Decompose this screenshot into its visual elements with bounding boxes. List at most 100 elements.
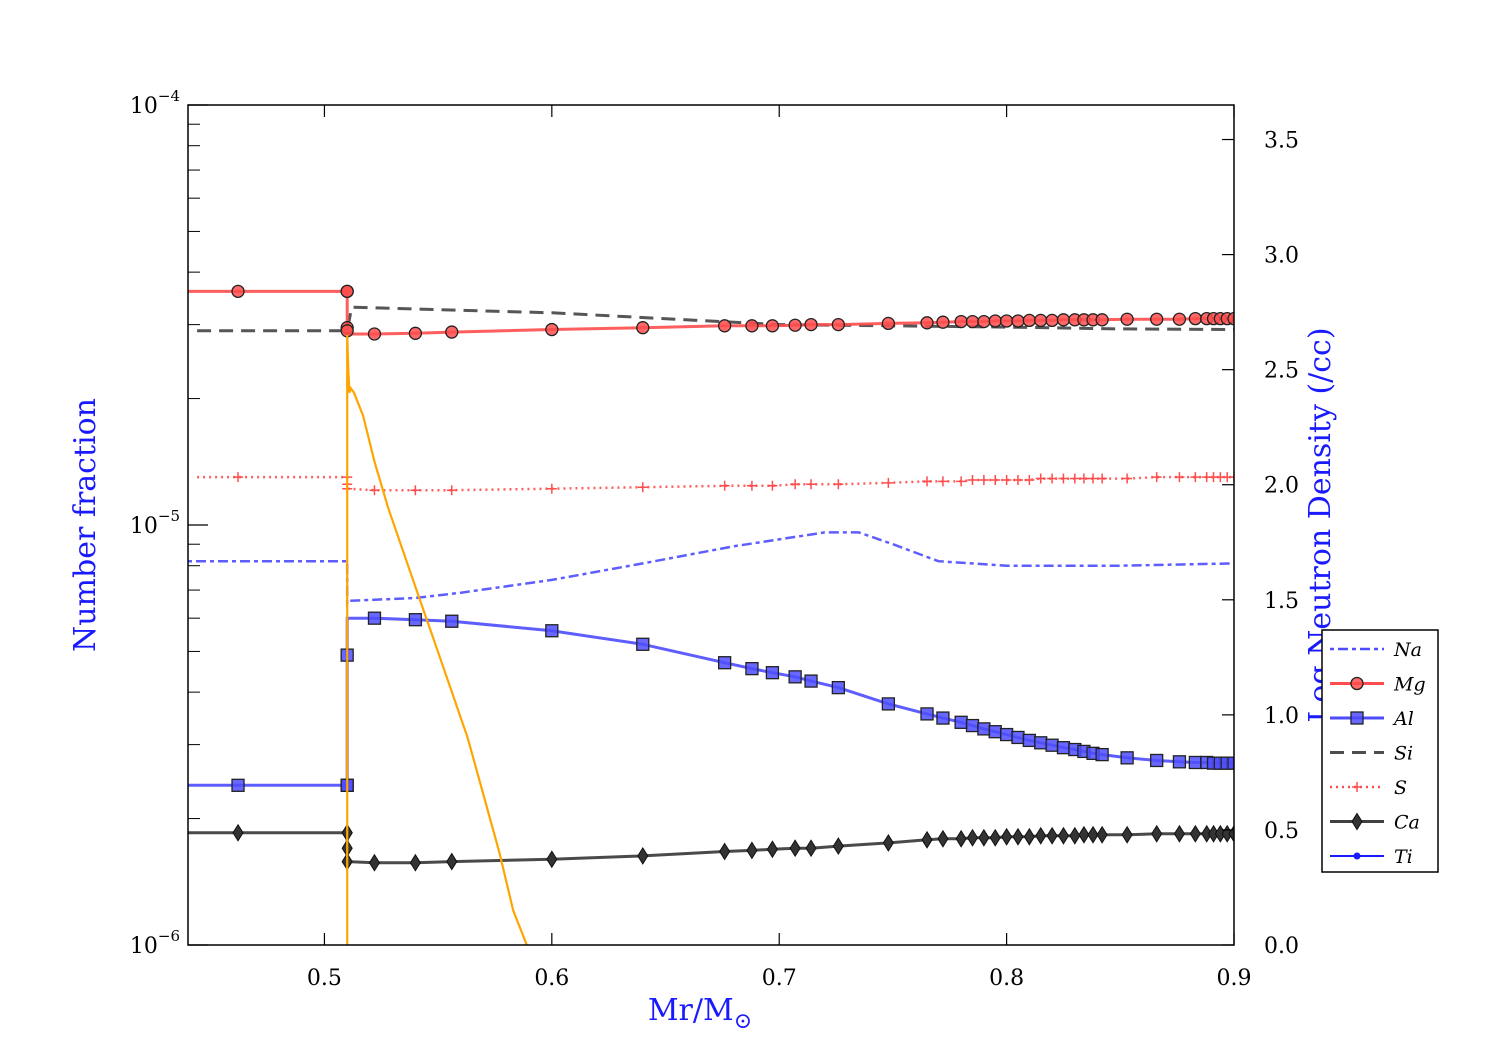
series-mg-marker (1045, 313, 1059, 328)
series-s-marker (1035, 473, 1046, 484)
series-s-marker (1001, 474, 1012, 485)
legend-label: Mg (1393, 674, 1426, 696)
series-ca-marker (1189, 824, 1201, 843)
series-mg-marker (1172, 312, 1187, 326)
y-right-tick-label: 2.0 (1264, 474, 1299, 499)
series-mg-marker (1011, 314, 1025, 328)
series-ca-marker (719, 842, 731, 861)
series-ca-marker (1096, 825, 1108, 844)
series-ca-marker (882, 833, 894, 852)
y-left-tick-mantissa: 10 (130, 934, 158, 959)
series-ca-marker (232, 823, 244, 842)
series-s-marker (746, 480, 757, 491)
series-al-marker (765, 666, 780, 680)
series-al-marker (965, 718, 980, 733)
series-s-marker (1190, 472, 1201, 483)
series-al-marker (636, 637, 650, 651)
series-al-marker (999, 727, 1014, 742)
series-ca-marker (1057, 826, 1070, 845)
y-left-tick-exponent: −6 (158, 927, 180, 945)
series-ca-marker (1001, 827, 1013, 846)
y-left-tick-label: 10−6 (130, 927, 180, 959)
y-right-tick-label: 3.5 (1264, 129, 1299, 154)
series-ca-marker (409, 853, 421, 872)
series-ca-marker (1046, 826, 1058, 845)
series-ca (188, 823, 1234, 872)
legend-entry-ti: Ti (1330, 846, 1413, 868)
x-tick-label: 0.5 (307, 966, 342, 991)
series-al-marker (1022, 733, 1036, 748)
series-s-line (197, 475, 1234, 492)
series-s-marker (937, 476, 948, 487)
x-tick-label: 0.9 (1217, 966, 1252, 991)
y-left-tick-exponent: −4 (158, 87, 180, 105)
series-s-marker (790, 479, 801, 490)
series-s-marker (637, 482, 648, 493)
series-ca-marker (921, 830, 933, 849)
series-s-marker (1151, 472, 1162, 483)
series-ca-marker (1012, 827, 1024, 846)
series-al-marker (977, 722, 991, 736)
series-mg-marker (977, 314, 991, 329)
series-al-marker (745, 661, 759, 676)
series-mg-marker (1095, 313, 1109, 327)
series-al-marker (1011, 730, 1025, 745)
series-mg-marker (717, 319, 732, 333)
legend-entry-na: Na (1330, 639, 1422, 661)
y-right-tick-label: 3.0 (1264, 244, 1299, 269)
series-al-marker (367, 611, 382, 625)
legend-entry-s: S (1330, 777, 1407, 799)
series-s-marker (410, 485, 421, 496)
series-mg-marker (988, 314, 1002, 328)
legend-swatch-marker (1350, 711, 1364, 725)
x-axis-label: Mr/M⊙ (648, 993, 752, 1034)
y-right-tick-label: 2.5 (1264, 359, 1299, 384)
series-s-marker (990, 474, 1001, 485)
series-s-marker (967, 474, 978, 485)
series-mg-marker (367, 327, 382, 341)
series-mg-marker (1022, 313, 1036, 328)
series-mg-marker (1188, 311, 1202, 326)
series-s-marker (922, 476, 933, 487)
series-mg-marker (340, 284, 354, 299)
series-mg-marker (545, 322, 559, 337)
series-mg-marker (831, 317, 845, 332)
y-left-tick-mantissa: 10 (130, 514, 158, 539)
series-ca-marker (1035, 826, 1047, 845)
series-al-marker (881, 697, 896, 711)
series-s-marker (956, 476, 967, 487)
series-al-marker (545, 624, 559, 638)
series-s-marker (1024, 474, 1035, 485)
series-mg-marker (881, 316, 896, 331)
series-ca-marker (978, 828, 990, 847)
series-al-marker (920, 707, 934, 721)
series-s-marker (978, 474, 989, 485)
series-s-marker (1047, 473, 1058, 484)
series-ca-marker (766, 840, 778, 859)
legend-entry-si: Si (1330, 743, 1413, 765)
legend-label: Ti (1394, 846, 1413, 868)
series-al-marker (1172, 755, 1187, 769)
series-ca-marker (637, 846, 649, 865)
series-ca-marker (746, 841, 758, 860)
series-mg-marker (765, 319, 780, 333)
legend-swatch-marker (1351, 812, 1363, 831)
series-s-marker (833, 479, 844, 490)
series-al-marker (445, 614, 459, 628)
axes-layer: 0.5 0.6 0.7 0.8 0.910−610−510−40.00.51.01.52… (130, 87, 1299, 991)
series-s-marker (233, 472, 244, 483)
series-s-marker (546, 483, 557, 494)
series-s-marker (719, 480, 730, 491)
legend: Na Mg Al Si S Ca Ti (1321, 629, 1439, 873)
x-tick-label: 0.6 (534, 966, 569, 991)
series-ca-marker (805, 839, 817, 858)
series-al-marker (231, 778, 245, 792)
series-ca-marker (1087, 825, 1099, 844)
series-layer (188, 284, 1234, 945)
series-mg-marker (636, 321, 650, 335)
y-right-tick-label: 1.5 (1264, 589, 1299, 614)
series-al-marker (1045, 738, 1059, 752)
series-mg-marker (1150, 312, 1164, 326)
legend-swatch-marker (1353, 852, 1361, 860)
